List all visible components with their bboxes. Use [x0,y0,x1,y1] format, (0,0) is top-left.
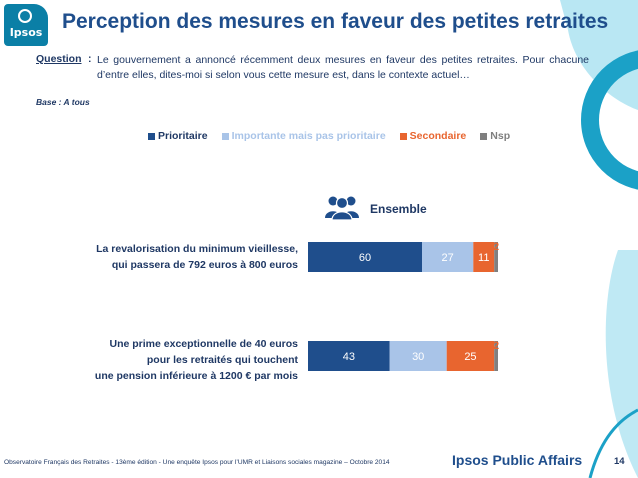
data-label-2-2: 30 [412,351,424,363]
question-colon: : [88,53,92,65]
decorative-ring [581,50,638,190]
decorative-line-bottom [588,408,638,478]
decorative-blue-shape [560,0,638,110]
page-title: Perception des mesures en faveur des pet… [62,10,609,33]
logo-text: Ipsos [9,26,43,39]
bar-2-prioritaire [308,341,390,371]
data-label-1-4: 2 [493,241,499,253]
brand-name: Ipsos Public Affairs [452,452,583,468]
bar-2-importante-mais-pas-prioritaire [389,341,447,371]
bar-1-prioritaire [308,242,422,272]
bar-1-importante-mais-pas-prioritaire [422,242,474,272]
legend-label-secondaire: Secondaire [409,130,467,142]
footer-source: Observatoire Français des Retraites - 13… [4,459,390,466]
legend-item-secondaire: Secondaire [399,130,467,142]
legend-swatch-prioritaire [148,132,155,140]
ipsos-logo: Ipsos [4,4,48,46]
chart-legend: Prioritaire Importante mais pas priorita… [148,130,510,142]
data-label-2-1: 43 [343,351,355,363]
question-label: Question [36,53,82,65]
data-label-1-1: 60 [359,252,371,264]
logo-mark [18,9,32,23]
question-text: Le gouvernement a annoncé récemment deux… [97,54,589,81]
data-label-1-2: 27 [442,252,454,264]
ensemble-label: Ensemble [370,202,427,216]
legend-item-importante: Importante mais pas prioritaire [221,130,386,142]
bar-2-nsp [494,341,498,371]
base-note: Base : A tous [36,97,90,107]
legend-label-importante: Importante mais pas prioritaire [231,130,386,142]
bar-1-secondaire [473,242,495,272]
row-label-1-line-2: qui passera de 792 euros à 800 euros [111,259,298,271]
bar-1-nsp [494,242,498,272]
data-label-1-3: 11 [478,252,489,264]
people-group-icon [325,196,359,220]
page-number: 14 [614,456,625,467]
row-label-2-line-1: Une prime exceptionnelle de 40 euros [109,338,298,350]
legend-swatch-nsp [480,132,488,140]
bar-2-secondaire [446,341,495,371]
legend-label-prioritaire: Prioritaire [158,130,208,142]
legend-swatch-secondaire [399,132,407,140]
row-label-2: Une prime exceptionnelle de 40 euros pou… [95,336,298,384]
data-label-2-4: 2 [493,340,499,352]
legend-swatch-importante [221,132,229,140]
legend-item-nsp: Nsp [480,130,510,142]
legend-item-prioritaire: Prioritaire [148,130,208,142]
row-label-2-line-2: pour les retraités qui touchent [146,354,298,366]
row-label-1: La revalorisation du minimum vieillesse,… [96,241,298,273]
legend-label-nsp: Nsp [490,130,511,142]
row-label-2-line-3: une pension inférieure à 1200 € par mois [94,370,298,382]
data-label-2-3: 25 [464,351,476,363]
decorative-blue-shape-bottom [605,250,638,478]
row-label-1-line-1: La revalorisation du minimum vieillesse, [96,243,298,255]
